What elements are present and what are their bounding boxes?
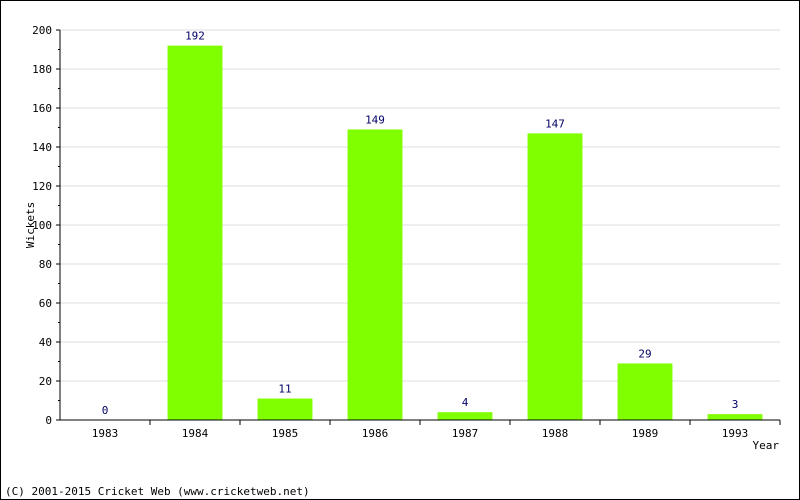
data-label: 11 [278,383,291,396]
x-tick-labels: 1983 1984 1985 1986 1987 1988 1989 1993 [92,427,749,440]
y-tick-label: 0 [45,414,52,427]
y-tick-label: 80 [39,258,52,271]
axes [56,29,781,425]
footer-copyright: (C) 2001-2015 Cricket Web (www.cricketwe… [5,485,310,498]
x-tick-label: 1985 [272,427,299,440]
y-tick-label: 20 [39,375,52,388]
x-tick-label: 1988 [542,427,569,440]
data-label: 147 [545,117,565,130]
y-axis-label: Wickets [24,202,37,248]
y-tick-label: 120 [32,180,52,193]
bar [347,129,403,420]
x-tick-label: 1993 [722,427,749,440]
data-label: 29 [638,347,651,360]
data-labels: 0 192 11 149 4 147 29 3 [102,30,739,417]
bar [437,412,493,420]
x-tick-label: 1983 [92,427,119,440]
y-tick-labels: 0 20 40 60 80 100 120 140 160 180 200 [32,24,52,427]
bar [257,398,313,420]
bars [167,45,763,420]
y-tick-label: 60 [39,297,52,310]
bar [527,133,583,420]
x-tick-label: 1984 [182,427,209,440]
y-tick-label: 100 [32,219,52,232]
y-tick-label: 40 [39,336,52,349]
data-label: 0 [102,404,109,417]
data-label: 192 [185,30,205,43]
bar [617,363,673,420]
data-label: 3 [732,398,739,411]
x-tick-label: 1989 [632,427,659,440]
y-tick-label: 160 [32,102,52,115]
bar [707,414,763,420]
x-tick-label: 1986 [362,427,389,440]
x-tick-label: 1987 [452,427,479,440]
x-axis-label: Year [753,439,780,452]
data-label: 149 [365,113,385,126]
y-tick-label: 180 [32,63,52,76]
bar [167,45,223,420]
data-label: 4 [462,396,469,409]
y-tick-label: 140 [32,141,52,154]
y-tick-label: 200 [32,24,52,37]
